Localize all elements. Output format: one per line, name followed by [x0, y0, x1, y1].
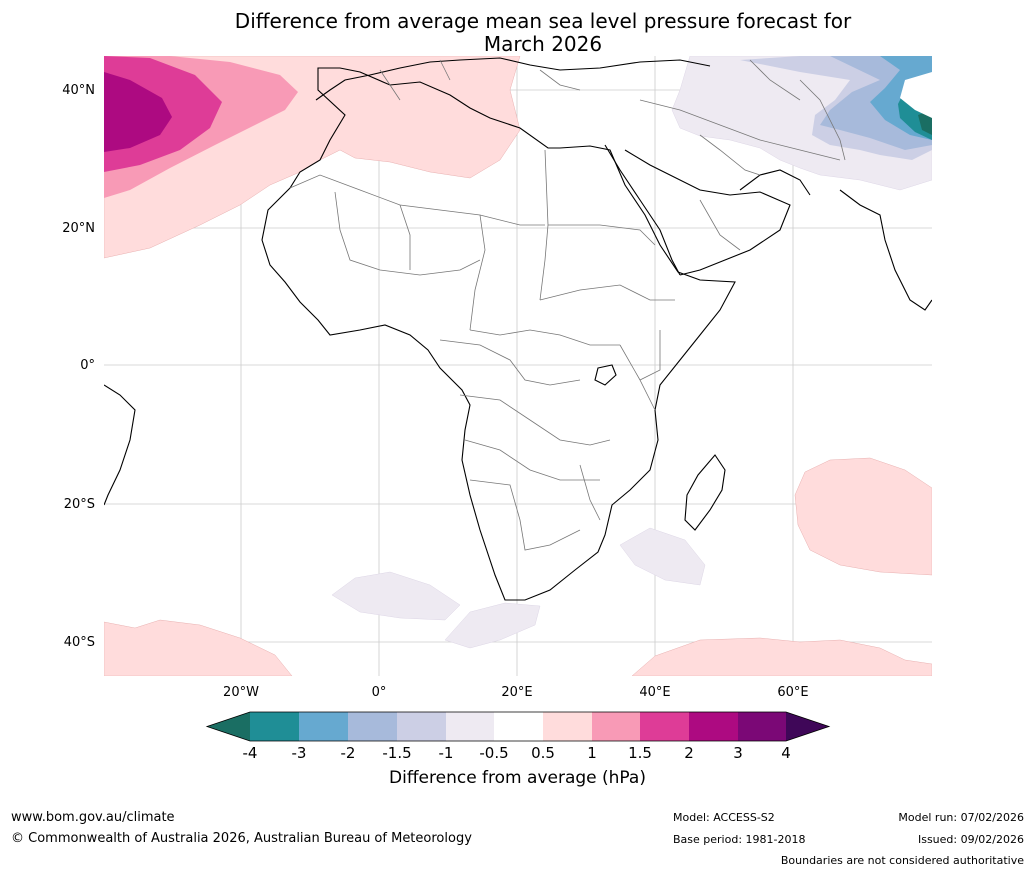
border-segment — [539, 284, 675, 301]
border-segment — [439, 59, 451, 81]
footer-issued: Issued: 09/02/2026 — [917, 833, 1024, 846]
colorbar-tick: 1.5 — [628, 744, 652, 762]
colorbar-tick: 3 — [733, 744, 743, 762]
anomaly-region-white-central-asia — [900, 72, 932, 118]
coastline-arabia — [624, 149, 791, 276]
border-segment — [334, 191, 481, 276]
border-segment — [539, 149, 549, 301]
colorbar-tick: -2 — [340, 744, 356, 762]
border-segment — [539, 69, 581, 91]
title-line-2: March 2026 — [483, 32, 603, 56]
border-segment — [749, 59, 801, 101]
footer-website-link[interactable]: www.bom.gov.au/climate — [11, 810, 175, 825]
border-segment — [799, 79, 846, 161]
map-plot-area — [104, 56, 932, 676]
border-segment — [459, 394, 611, 446]
coastlines — [104, 57, 932, 601]
lon-label-0: 0° — [371, 685, 387, 700]
footer-copyright: © Commonwealth of Australia 2026, Austra… — [11, 831, 472, 846]
coastline-africa — [261, 67, 736, 601]
colorbar-tick: 0.5 — [531, 744, 555, 762]
anomaly-region-0.5-1-south-atlantic — [104, 619, 293, 676]
coastline-madagascar — [684, 454, 726, 531]
lon-label-40e: 40°E — [639, 685, 671, 700]
anomaly-region-neg-0.5-madagascar-south — [619, 527, 706, 586]
border-segment — [639, 330, 661, 381]
lon-label-20e: 20°E — [501, 685, 533, 700]
lat-label-equator: 0° — [80, 358, 95, 373]
colorbar-tick: -1 — [438, 744, 454, 762]
chart-title: Difference from average mean sea level p… — [0, 10, 1035, 56]
border-segment — [639, 99, 841, 161]
coastline-persian-gulf — [739, 169, 811, 196]
colorbar-tick: -0.5 — [479, 744, 509, 762]
border-segment — [469, 329, 620, 346]
lon-label-20w: 20°W — [223, 685, 259, 700]
footer-model: Model: ACCESS-S2 — [673, 811, 775, 824]
lon-label-60e: 60°E — [777, 685, 809, 700]
lat-label-40n: 40°N — [62, 83, 95, 98]
lat-label-20n: 20°N — [62, 221, 95, 236]
border-segment — [439, 339, 581, 386]
border-segment — [379, 69, 401, 101]
colorbar-tick: 4 — [781, 744, 791, 762]
border-segment — [469, 214, 486, 331]
coastline-lake-victoria — [594, 364, 617, 386]
anomaly-region-neg-0.5-south-atlantic — [331, 571, 461, 621]
footer-disclaimer: Boundaries are not considered authoritat… — [780, 854, 1024, 867]
coastline-red-sea — [604, 144, 681, 276]
border-segment — [579, 464, 601, 521]
border-segment — [699, 199, 741, 251]
anomaly-region-2-3-north-atlantic — [104, 72, 172, 152]
border-segment — [469, 479, 581, 551]
footer-base-period: Base period: 1981-2018 — [673, 833, 806, 846]
border-segment — [548, 224, 656, 246]
country-borders — [289, 59, 846, 551]
border-segment — [399, 204, 411, 270]
coastline-europe — [315, 57, 711, 101]
colorbar-tick: 1 — [587, 744, 597, 762]
anomaly-region-0.5-1-indian-ocean — [794, 457, 932, 576]
coastline-south-america — [104, 384, 136, 506]
lat-label-40s: 40°S — [63, 635, 95, 650]
border-segment — [464, 439, 600, 481]
colorbar-tick: -1.5 — [382, 744, 412, 762]
border-segment — [289, 174, 545, 226]
title-line-1: Difference from average mean sea level p… — [234, 9, 852, 33]
border-segment — [699, 134, 761, 176]
colorbar-tick: 2 — [684, 744, 694, 762]
anomaly-region-neg-0.5-cape — [444, 602, 541, 649]
colorbar-label: Difference from average (hPa) — [389, 768, 646, 788]
lat-label-20s: 20°S — [63, 497, 95, 512]
footer-model-run: Model run: 07/02/2026 — [898, 811, 1024, 824]
colorbar-tick: -4 — [242, 744, 258, 762]
colorbar-tick: -3 — [291, 744, 307, 762]
anomaly-region-0.5-1-southern-indian — [631, 637, 932, 676]
coastline-india — [839, 189, 932, 311]
